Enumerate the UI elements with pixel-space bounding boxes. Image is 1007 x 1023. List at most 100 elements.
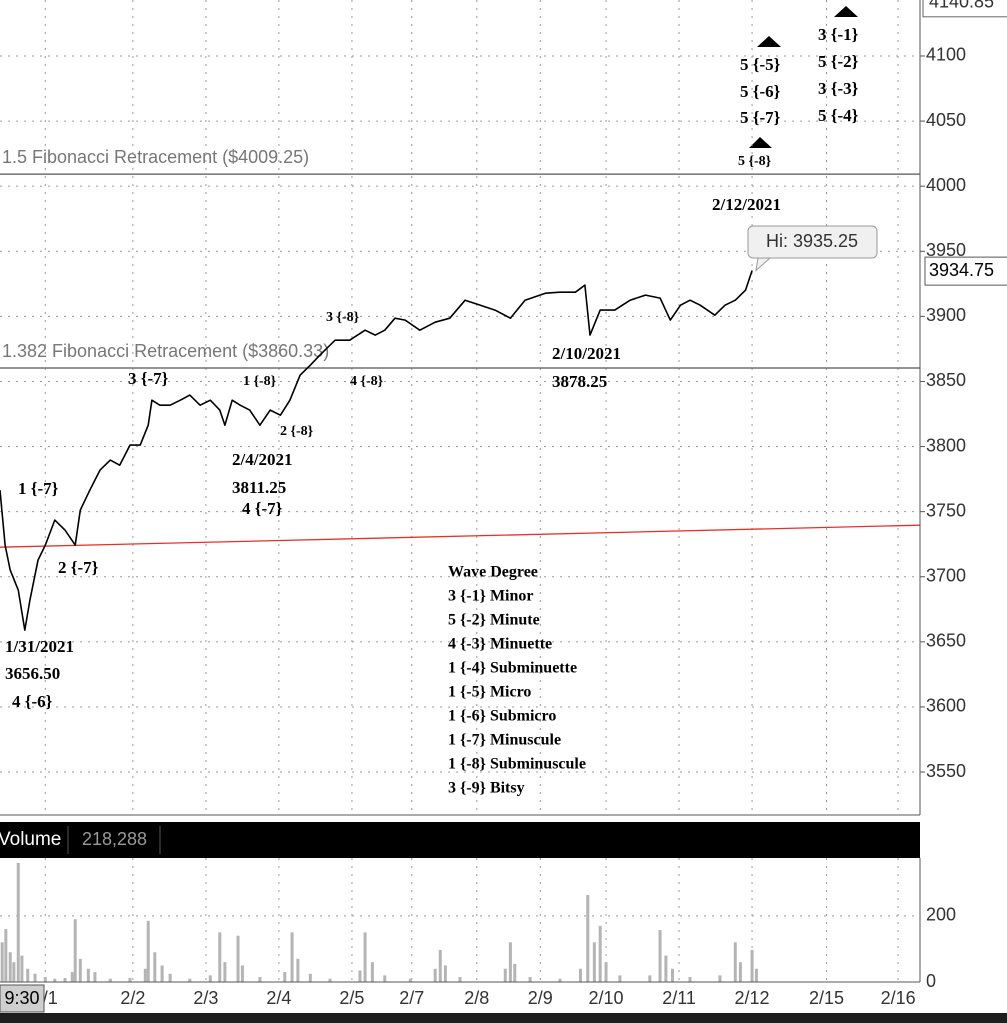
volume-bar [86,968,90,982]
volume-bar [12,962,16,982]
wave-annotation: 3656.50 [5,664,60,683]
wave-annotation: 2/10/2021 [552,344,621,363]
y-tick-label: 3900 [926,305,966,325]
volume-bar [328,978,332,982]
x-tick-label: 2/3 [193,988,218,1008]
volume-bar [604,962,608,982]
y-tick-label: 3750 [926,500,966,520]
volume-bar [358,970,362,982]
volume-bar [33,973,37,982]
y-tick-label: 3550 [926,761,966,781]
legend-item: 1 {-6} Submicro [448,708,556,725]
volume-bar [153,952,157,982]
volume-bar [578,968,582,982]
volume-bar [4,929,8,982]
wave-annotation: 5 {-2} [818,52,859,71]
wave-annotation: 3 {-8} [326,310,360,325]
y-tick-label: 200 [926,905,956,925]
wave-annotation: 5 {-5} [740,55,781,74]
volume-bar [670,968,674,982]
volume-bar [503,968,507,982]
volume-bar [16,862,20,982]
volume-bar [93,972,97,982]
cursor-label: 9:30 [4,988,39,1008]
wave-annotation: 3 {-3} [818,79,859,98]
volume-bar [558,978,562,982]
volume-bar [258,977,262,982]
triangle-marker [749,137,772,148]
volume-bar [733,942,737,982]
top-price-box [922,0,1007,18]
high-bubble [747,225,878,259]
volume-bar [508,942,512,982]
volume-bar [363,932,367,982]
volume-bar [188,978,192,982]
wave-annotation: 1 {-8} [243,374,277,389]
x-tick-label: 2/4 [266,988,291,1008]
wave-annotation: 5 {-4} [818,106,859,125]
volume-bar [283,972,287,982]
x-tick-label: 2/5 [339,988,364,1008]
volume-bar [750,949,754,982]
volume-bar [370,962,374,982]
x-tick-label: 2/12 [735,988,770,1008]
legend-item: 1 {-4} Subminuette [448,660,577,677]
fib-label: 1.5 Fibonacci Retracement ($4009.25) [2,147,309,167]
volume-bar [236,935,240,982]
wave-annotation: 5 {-7} [740,108,781,127]
y-tick-label: 0 [926,971,936,991]
volume-bar [433,968,437,982]
x-tick-label: 2/11 [662,988,696,1008]
last-price-box [924,256,1007,286]
x-tick-label: 2/15 [809,988,844,1008]
y-tick-label: 4000 [926,175,966,195]
legend-item: 1 {-7} Minuscule [448,732,561,749]
volume-bar [143,968,147,982]
volume-bar [73,919,77,982]
volume-bar [738,962,742,982]
volume-bar [160,965,164,982]
price-line [0,270,753,631]
volume-bar [53,978,57,982]
volume-bar [128,978,132,982]
y-tick-label: 3600 [926,696,966,716]
bottom-bar [0,1013,1007,1023]
legend-item: 3 {-1} Minor [448,588,533,605]
wave-annotation: 5 {-8} [738,154,772,169]
volume-bar [208,975,212,982]
volume-title: Volume [0,829,61,850]
volume-bar [43,977,47,982]
y-tick-label: 4050 [926,110,966,130]
y-tick-label: 3800 [926,435,966,455]
x-tick-label: 2/10 [589,988,624,1008]
legend-item: 5 {-2} Minute [448,612,540,629]
volume-bar [664,955,668,982]
wave-annotation: 3811.25 [232,478,286,497]
y-tick-label: 3850 [926,370,966,390]
volume-bar [78,958,82,982]
x-tick-label: 2/9 [528,988,553,1008]
cursor-box [0,984,45,1013]
volume-bar [108,978,112,982]
y-tick-label: 3650 [926,631,966,651]
volume-bar [8,952,12,982]
volume-bar [20,955,24,982]
y-tick-label: 4100 [926,45,966,65]
volume-bar [443,965,447,982]
volume-bar [296,958,300,982]
wave-annotation: 4 {-6} [12,692,53,711]
triangle-marker [757,36,781,47]
wave-annotation: 3878.25 [552,372,607,391]
legend-title: Wave Degree [448,564,538,581]
volume-bar [658,930,662,982]
wave-annotation: 3 {-7} [128,369,169,388]
volume-bar [383,975,387,982]
x-tick-label: 2/7 [399,988,424,1008]
volume-bar [528,977,532,982]
wave-annotation: 2 {-8} [280,424,314,439]
wave-annotation: 1/31/2021 [5,637,74,656]
volume-bar [718,975,722,982]
wave-annotation: 1 {-7} [18,479,59,498]
volume-bar [70,972,74,982]
